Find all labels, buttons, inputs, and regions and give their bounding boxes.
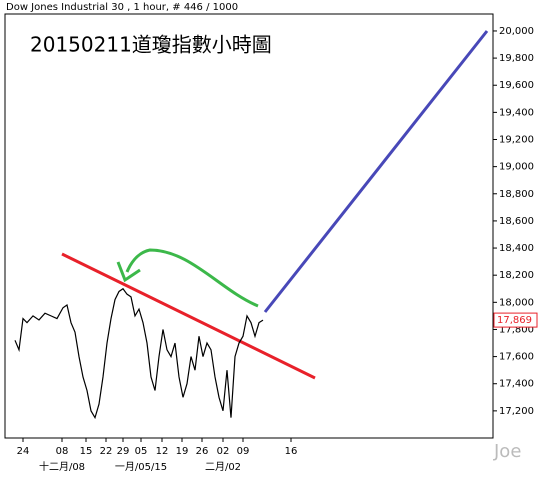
chart-header: Dow Jones Industrial 30 , 1 hour, # 446 … [6, 2, 238, 13]
y-tick-label: 17,800 [499, 324, 534, 335]
target-line [263, 30, 489, 313]
y-tick-label: 17,200 [499, 406, 534, 417]
y-tick-label: 17,600 [499, 352, 534, 363]
x-tick-label: 15 [80, 446, 93, 457]
x-tick-label: 22 [100, 446, 113, 457]
x-tick-label: 19 [176, 446, 189, 457]
y-tick-label: 19,000 [499, 162, 534, 173]
x-tick-label: 29 [117, 446, 130, 457]
x-tick-label: 12 [156, 446, 169, 457]
last-price-label: 17,869 [497, 315, 532, 326]
chart-title: 20150211道瓊指數小時圖 [30, 33, 272, 57]
x-tick-label: 16 [285, 446, 298, 457]
trend-line [61, 252, 316, 380]
y-tick-label: 18,800 [499, 189, 534, 200]
x-tick-label: 26 [196, 446, 209, 457]
x-period-label: 二月/02 [205, 461, 241, 473]
x-tick-label: 09 [237, 446, 250, 457]
arrow [125, 248, 259, 308]
y-tick-label: 18,400 [499, 243, 534, 254]
y-tick-label: 18,200 [499, 270, 534, 281]
x-tick-label: 08 [56, 446, 69, 457]
y-tick-label: 18,600 [499, 216, 534, 227]
watermark: Joe [493, 441, 521, 462]
last-price-box [493, 312, 538, 328]
arrow-head [116, 261, 141, 283]
y-tick-label: 19,400 [499, 107, 534, 118]
x-tick-label: 02 [217, 446, 230, 457]
price-line [14, 287, 264, 420]
y-tick-label: 19,800 [499, 53, 534, 64]
x-period-label: 十二月/08 [39, 460, 85, 473]
y-tick-label: 17,400 [499, 379, 534, 390]
plot-frame [4, 13, 494, 439]
x-tick-label: 24 [17, 446, 30, 457]
x-tick-label: 05 [135, 446, 148, 457]
y-tick-label: 20,000 [499, 26, 534, 37]
y-tick-label: 19,200 [499, 135, 534, 146]
x-period-label: 一月/05/15 [115, 461, 167, 473]
y-tick-label: 18,000 [499, 297, 534, 308]
y-tick-label: 19,600 [499, 80, 534, 91]
